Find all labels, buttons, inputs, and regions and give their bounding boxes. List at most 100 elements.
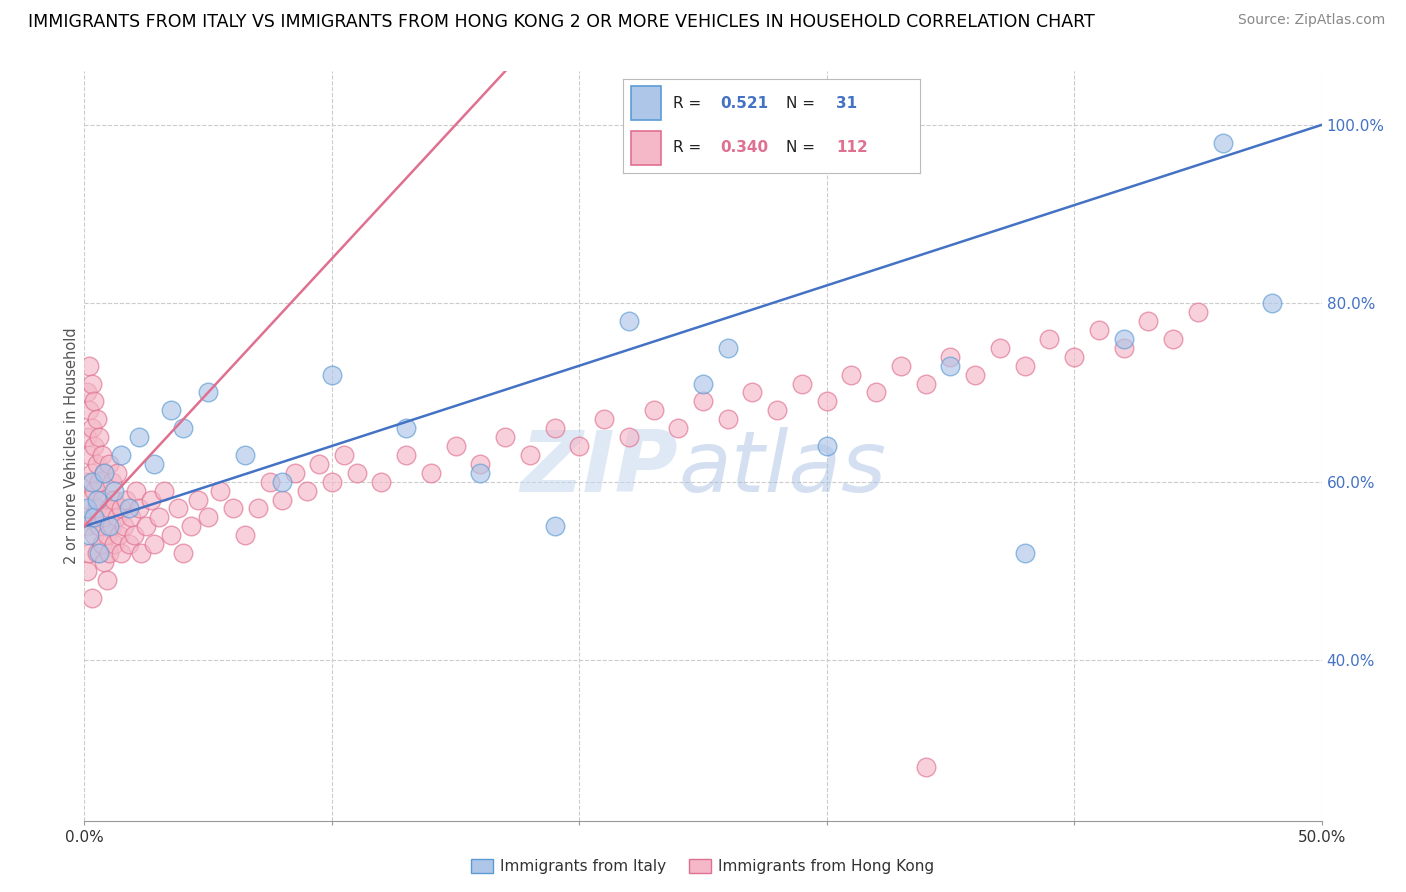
Point [346,466,368,480]
Point [543,421,565,435]
Point [1212,136,1234,150]
Point [105,466,128,480]
Point [444,439,467,453]
Point [519,448,541,462]
Point [79,359,101,373]
Point [90,492,112,507]
Point [246,501,269,516]
Point [395,421,418,435]
Point [110,546,132,560]
Point [89,430,111,444]
Point [100,475,122,489]
Point [142,457,165,471]
Point [939,359,962,373]
Point [79,448,101,462]
Point [988,341,1011,355]
Point [90,537,112,551]
Point [135,519,157,533]
Point [79,546,101,560]
Point [103,492,125,507]
Point [110,448,132,462]
Point [333,448,356,462]
Point [122,528,145,542]
Point [568,439,591,453]
Point [167,501,190,516]
Point [79,528,101,542]
Point [321,475,343,489]
Point [80,591,103,605]
Point [108,528,131,542]
Point [470,457,492,471]
Text: atlas: atlas [678,427,886,510]
Point [308,457,330,471]
Point [83,528,105,542]
Point [160,528,183,542]
Point [1112,332,1135,346]
Point [128,430,150,444]
Point [617,430,640,444]
Point [76,430,98,444]
Point [717,412,740,426]
Point [1187,305,1209,319]
Point [1112,341,1135,355]
Point [1014,546,1036,560]
Point [118,537,141,551]
Point [98,519,121,533]
Text: ZIP: ZIP [520,427,678,510]
Point [115,492,138,507]
Point [841,368,863,382]
Point [197,385,219,400]
Point [1137,314,1160,328]
Point [76,385,98,400]
Point [142,537,165,551]
Point [93,466,115,480]
Point [197,510,219,524]
Y-axis label: 2 or more Vehicles in Household: 2 or more Vehicles in Household [63,327,79,565]
Text: IMMIGRANTS FROM ITALY VS IMMIGRANTS FROM HONG KONG 2 OR MORE VEHICLES IN HOUSEHO: IMMIGRANTS FROM ITALY VS IMMIGRANTS FROM… [28,13,1095,31]
Point [419,466,441,480]
Point [86,492,108,507]
Point [172,421,194,435]
Point [172,546,194,560]
Point [76,475,98,489]
Point [259,475,281,489]
Point [766,403,789,417]
Point [1063,350,1085,364]
Point [148,510,170,524]
Point [80,475,103,489]
Point [98,501,121,516]
Point [80,421,103,435]
Point [180,519,202,533]
Point [103,483,125,498]
Point [370,475,392,489]
Point [643,403,665,417]
Point [89,546,111,560]
Point [110,501,132,516]
Point [86,501,108,516]
Legend: Immigrants from Italy, Immigrants from Hong Kong: Immigrants from Italy, Immigrants from H… [465,853,941,880]
Point [914,760,936,774]
Point [76,519,98,533]
Point [741,385,763,400]
Point [209,483,232,498]
Point [86,546,108,560]
Point [470,466,492,480]
Point [1088,323,1111,337]
Point [98,546,121,560]
Point [890,359,912,373]
Point [89,519,111,533]
Point [98,457,121,471]
Point [93,555,115,569]
Point [83,439,105,453]
Point [815,439,838,453]
Point [815,394,838,409]
Point [271,475,294,489]
Point [112,519,135,533]
Point [120,510,142,524]
Point [692,376,714,391]
Point [118,501,141,516]
Point [96,528,118,542]
Point [865,385,887,400]
Point [80,466,103,480]
Point [1261,296,1284,310]
